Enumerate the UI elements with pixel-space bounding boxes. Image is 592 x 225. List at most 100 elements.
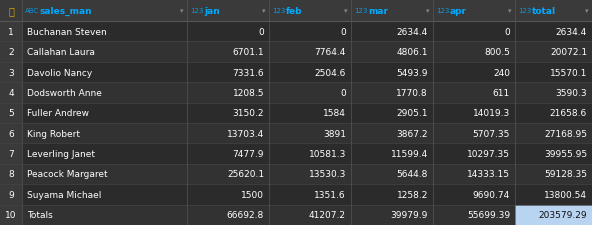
Text: Peacock Margaret: Peacock Margaret [27, 170, 108, 179]
Text: ▾: ▾ [345, 8, 348, 14]
Text: 1770.8: 1770.8 [397, 88, 428, 97]
Bar [0, 63, 22, 83]
Text: Fuller Andrew: Fuller Andrew [27, 109, 89, 118]
Bar [0, 22, 592, 42]
Text: Leverling Janet: Leverling Janet [27, 149, 95, 158]
Text: 3867.2: 3867.2 [397, 129, 428, 138]
Text: 203579.29: 203579.29 [538, 210, 587, 219]
Text: 13530.3: 13530.3 [308, 170, 346, 179]
Text: 25620.1: 25620.1 [227, 170, 264, 179]
Text: 123: 123 [272, 8, 285, 14]
Text: 0: 0 [258, 28, 264, 36]
Text: 0: 0 [340, 88, 346, 97]
Text: 240: 240 [493, 68, 510, 77]
Text: 1208.5: 1208.5 [233, 88, 264, 97]
Text: 39979.9: 39979.9 [391, 210, 428, 219]
Bar [0, 103, 592, 124]
Bar [0, 103, 22, 124]
Bar [0, 42, 592, 63]
Text: 55699.39: 55699.39 [467, 210, 510, 219]
Text: 1: 1 [8, 28, 14, 36]
Text: 123: 123 [436, 8, 449, 14]
Text: 1351.6: 1351.6 [314, 190, 346, 199]
Text: 2504.6: 2504.6 [314, 68, 346, 77]
Text: total: total [532, 7, 556, 16]
Text: Davolio Nancy: Davolio Nancy [27, 68, 92, 77]
Text: 11599.4: 11599.4 [391, 149, 428, 158]
Text: sales_man: sales_man [39, 6, 92, 16]
Text: 39955.95: 39955.95 [544, 149, 587, 158]
Text: 14019.3: 14019.3 [473, 109, 510, 118]
Bar [0, 144, 22, 164]
Text: 5644.8: 5644.8 [397, 170, 428, 179]
Text: 5: 5 [8, 109, 14, 118]
Text: 10297.35: 10297.35 [467, 149, 510, 158]
Text: mar: mar [368, 7, 388, 16]
Text: 3891: 3891 [323, 129, 346, 138]
Bar [515, 205, 592, 225]
Bar [0, 63, 592, 83]
Text: 2905.1: 2905.1 [397, 109, 428, 118]
Text: 20072.1: 20072.1 [550, 48, 587, 57]
Bar [0, 205, 592, 225]
Text: 7764.4: 7764.4 [314, 48, 346, 57]
Text: 7: 7 [8, 149, 14, 158]
Text: 15570.1: 15570.1 [549, 68, 587, 77]
Text: 9690.74: 9690.74 [473, 190, 510, 199]
Bar [0, 205, 22, 225]
Text: apr: apr [450, 7, 467, 16]
Text: 7477.9: 7477.9 [233, 149, 264, 158]
Text: 13800.54: 13800.54 [544, 190, 587, 199]
Bar [0, 184, 592, 205]
Text: Callahan Laura: Callahan Laura [27, 48, 95, 57]
Text: 13703.4: 13703.4 [227, 129, 264, 138]
Text: 21658.6: 21658.6 [550, 109, 587, 118]
Text: 66692.8: 66692.8 [227, 210, 264, 219]
Bar [0, 42, 22, 63]
Text: ▾: ▾ [509, 8, 511, 14]
Text: 4: 4 [8, 88, 14, 97]
Text: 3150.2: 3150.2 [233, 109, 264, 118]
Text: 0: 0 [504, 28, 510, 36]
Text: 5707.35: 5707.35 [472, 129, 510, 138]
Text: 1584: 1584 [323, 109, 346, 118]
Text: 3: 3 [8, 68, 14, 77]
Text: 5493.9: 5493.9 [397, 68, 428, 77]
Text: 1258.2: 1258.2 [397, 190, 428, 199]
Bar [0, 184, 22, 205]
Text: King Robert: King Robert [27, 129, 80, 138]
Text: 123: 123 [518, 8, 532, 14]
Text: feb: feb [286, 7, 303, 16]
Text: 800.5: 800.5 [484, 48, 510, 57]
Text: 0: 0 [340, 28, 346, 36]
Text: 14333.15: 14333.15 [467, 170, 510, 179]
Text: 2634.4: 2634.4 [397, 28, 428, 36]
Bar [0, 144, 592, 164]
Bar [0, 164, 22, 184]
Bar [0, 0, 592, 22]
Text: jan: jan [204, 7, 220, 16]
Text: 10: 10 [5, 210, 17, 219]
Bar [0, 83, 592, 103]
Text: 611: 611 [493, 88, 510, 97]
Text: ▾: ▾ [585, 8, 589, 14]
Text: Totals: Totals [27, 210, 53, 219]
Text: 9: 9 [8, 190, 14, 199]
Text: 7331.6: 7331.6 [233, 68, 264, 77]
Text: 10581.3: 10581.3 [308, 149, 346, 158]
Text: Suyama Michael: Suyama Michael [27, 190, 101, 199]
Text: Dodsworth Anne: Dodsworth Anne [27, 88, 102, 97]
Text: 27168.95: 27168.95 [544, 129, 587, 138]
Text: 6: 6 [8, 129, 14, 138]
Bar [0, 124, 22, 144]
Text: ▾: ▾ [262, 8, 266, 14]
Text: 4806.1: 4806.1 [397, 48, 428, 57]
Text: 123: 123 [354, 8, 368, 14]
Text: 1500: 1500 [241, 190, 264, 199]
Text: 2: 2 [8, 48, 14, 57]
Bar [0, 83, 22, 103]
Text: 8: 8 [8, 170, 14, 179]
Text: 41207.2: 41207.2 [309, 210, 346, 219]
Text: 6701.1: 6701.1 [233, 48, 264, 57]
Text: ▾: ▾ [180, 8, 184, 14]
